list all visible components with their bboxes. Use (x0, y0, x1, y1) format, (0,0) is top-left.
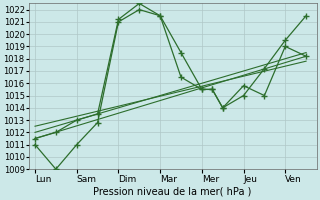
X-axis label: Pression niveau de la mer( hPa ): Pression niveau de la mer( hPa ) (93, 187, 252, 197)
